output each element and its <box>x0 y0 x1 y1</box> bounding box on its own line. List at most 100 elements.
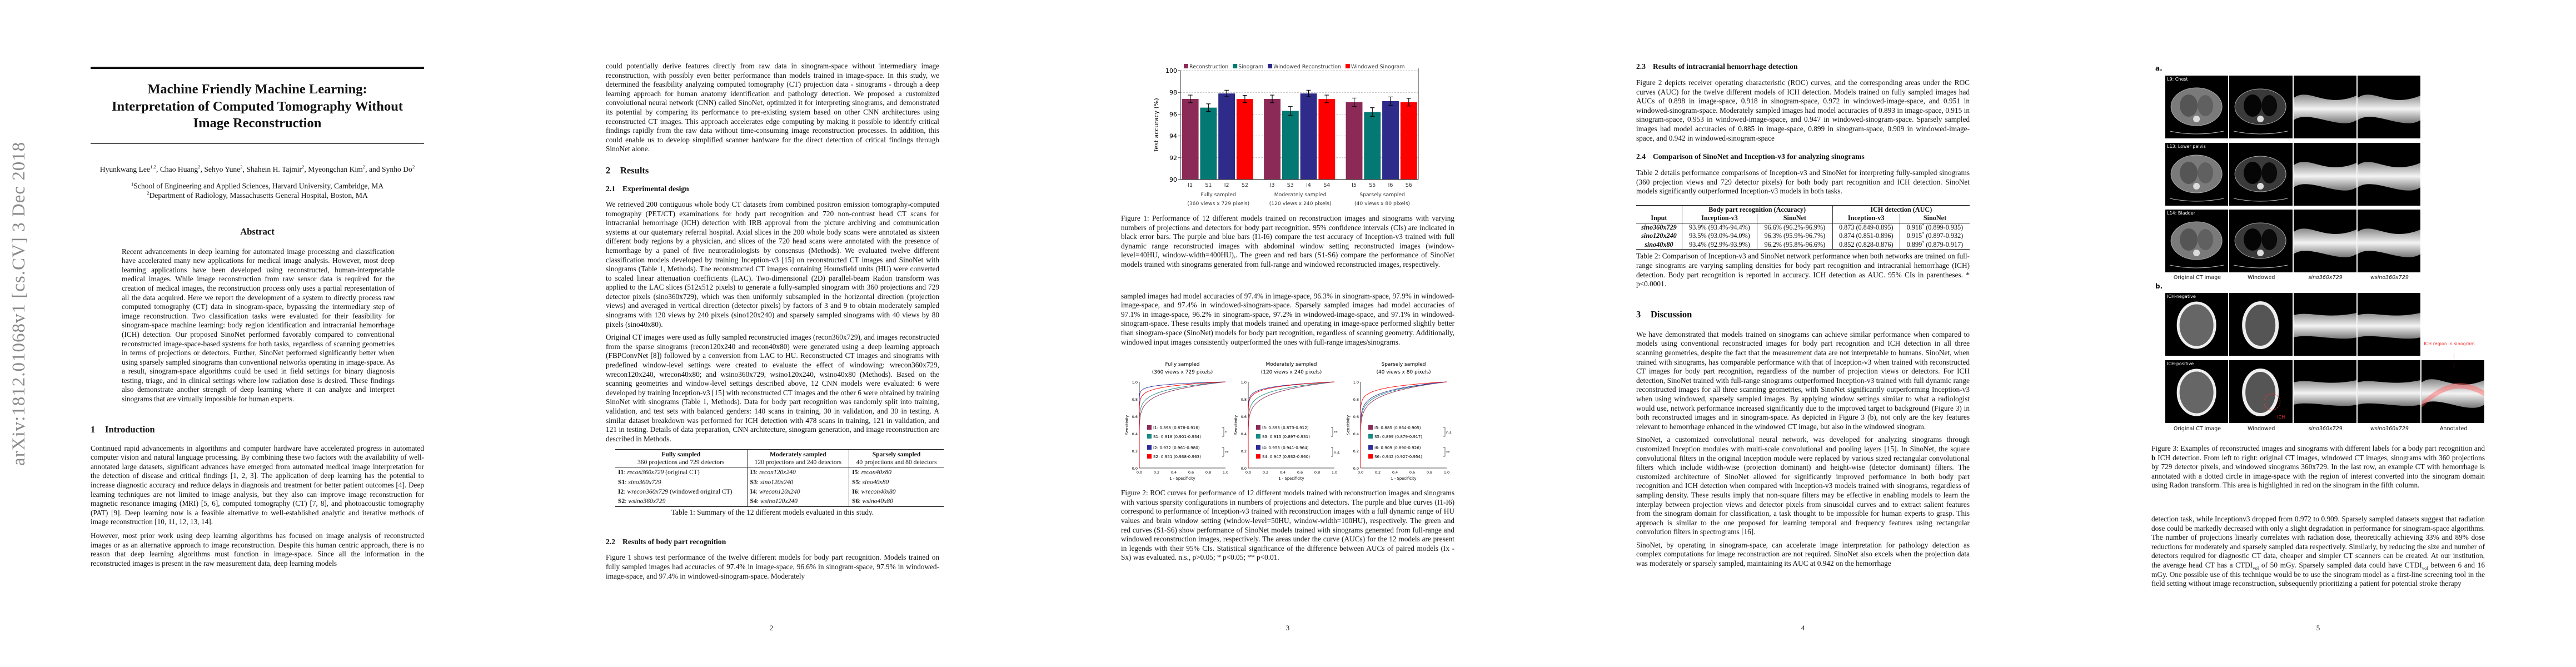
sinogram-image <box>2293 293 2356 356</box>
y-tick-label: 0.8 <box>1241 397 1247 402</box>
y-tick-label: 0.4 <box>1241 432 1247 436</box>
table-header: SinoNet <box>1900 214 1970 223</box>
group-sublabel: (120 views x 240 pixels) <box>1269 201 1332 206</box>
ct-image: L14: Bladder <box>2165 210 2229 272</box>
roc-curve-S6 <box>1360 381 1447 469</box>
y-tick-label: 1.0 <box>1353 380 1359 385</box>
paragraph: We have demonstrated that models trained… <box>1636 330 1970 431</box>
roc-curve-I2 <box>1139 381 1226 469</box>
table-cell: S3: sino120x240 <box>746 477 849 487</box>
y-tick-label: 0.8 <box>1132 397 1138 402</box>
sinogram-image <box>2421 360 2485 423</box>
table-row: sino120x240 93.5% (93.0%-94.0%) 96.3% (9… <box>1636 232 1970 241</box>
significance-label: ** <box>1334 430 1338 435</box>
image-label: L9: Chest <box>2167 77 2188 82</box>
legend-swatch <box>1147 454 1152 459</box>
significance-label: ** <box>1446 450 1450 455</box>
x-tick-label: I3 <box>1270 182 1275 188</box>
table-cell: I3: recon120x240 <box>746 467 849 477</box>
table-cell: S4: wsino120x240 <box>746 496 849 507</box>
subsection-heading: 2.1 Experimental design <box>606 184 689 193</box>
legend-label: I1: 0.898 (0.878-0.916) <box>1153 425 1200 430</box>
legend-label: Reconstruction <box>1189 64 1228 70</box>
y-tick-label: 0.6 <box>1132 415 1138 419</box>
x-tick-label: 1.0 <box>1332 470 1337 475</box>
subsection-heading: 2.3 Results of intracranial hemorrhage de… <box>1636 62 1798 71</box>
group-label: Fully sampled <box>1201 192 1236 198</box>
group-sublabel: (40 views x 80 pixels) <box>1354 201 1410 206</box>
legend-label: S2: 0.951 (0.938-0.963) <box>1153 454 1201 459</box>
author: Shahein H. Tajmir2, <box>246 164 308 173</box>
bar-I6 <box>1382 101 1399 180</box>
paragraph: SinoNet, by operating in sinogram-space,… <box>1636 540 1970 568</box>
page-number: 2 <box>769 624 774 632</box>
column-label: sino360x729 <box>2308 275 2343 281</box>
roc-panel: Moderately sampled (120 views x 240 pixel… <box>1234 362 1341 481</box>
y-tick-label: 0.4 <box>1353 432 1359 436</box>
legend-swatch <box>1256 425 1260 430</box>
table-header: Inception-v3 <box>1681 214 1757 223</box>
page-3: 90 92 94 96 98 100 Test accuracy (%) I1 S1 Fully … <box>1030 0 1546 667</box>
page-5: a. b. L9: Chest L13: Lower pelvis L14: Bla… <box>2061 0 2576 667</box>
significance-label: n.s. <box>1446 430 1453 435</box>
page-4: 2.3 Results of intracranial hemorrhage de… <box>1546 0 2061 667</box>
paragraph: Figure 1 shows test performance of the t… <box>606 553 939 580</box>
figure-2-roc-curves: Fully sampled (360 views x 729 pixels) 0.0… <box>1030 360 1546 485</box>
paragraph: Table 2 details performance comparisons … <box>1636 168 1970 196</box>
x-tick-label: S6 <box>1406 182 1412 188</box>
table-2: Input Body part recognition (Accuracy) I… <box>1636 205 1970 250</box>
legend-label: I3: 0.893 (0.873-0.912) <box>1262 425 1309 430</box>
x-tick-label: S4 <box>1323 182 1330 188</box>
abstract-heading: Abstract <box>240 226 275 237</box>
page-number: 4 <box>1801 624 1805 632</box>
error-bar <box>1242 94 1247 103</box>
ct-image: ICH <box>2229 360 2293 423</box>
sinogram-image <box>2293 360 2356 423</box>
roc-curve-S1 <box>1139 381 1226 469</box>
legend-label: I2: 0.972 (0.961-0.980) <box>1153 445 1200 450</box>
x-tick-label: 0.0 <box>1358 470 1363 475</box>
x-axis-label: 1 - Specificity <box>1391 476 1416 481</box>
title-rule-bottom <box>91 143 424 144</box>
bar-S2 <box>1236 98 1253 180</box>
error-bar <box>1388 96 1393 106</box>
table-row: I1: recon360x729 (original CT) I3: recon1… <box>615 467 944 477</box>
table-header: Moderately sampled 120 projections and 24… <box>746 449 849 468</box>
bar-S3 <box>1282 111 1299 180</box>
significance-bracket <box>1222 447 1224 457</box>
legend-swatch <box>1368 434 1373 439</box>
error-bar <box>1352 97 1357 107</box>
table-row: sino360x729 93.9% (93.4%-94.4%) 96.6% (9… <box>1636 223 1970 232</box>
table-header: Input <box>1636 205 1682 223</box>
paragraph: detection task, while Inceptionv3 droppe… <box>2151 514 2485 588</box>
bar-S4 <box>1318 98 1336 180</box>
legend-label: S3: 0.915 (0.897-0.931) <box>1262 434 1310 439</box>
panel-label-a: a. <box>2155 64 2163 72</box>
legend-label: Windowed Sinogram <box>1351 64 1405 70</box>
roc-curve-I3 <box>1248 381 1335 469</box>
x-tick-label: I5 <box>1352 182 1357 188</box>
paragraph: Original CT images were used as fully sa… <box>606 333 939 443</box>
y-tick-label: 1.0 <box>1241 380 1247 385</box>
x-tick-label: I1 <box>1188 182 1193 188</box>
author: Synho Do2 <box>382 164 415 173</box>
title-rule-top <box>91 67 424 69</box>
roc-curve-S5 <box>1360 381 1447 469</box>
paragraph: However, most prior work using deep lear… <box>91 531 424 568</box>
legend-swatch <box>1256 434 1260 439</box>
figure-3-caption: Figure 3: Examples of reconstructed imag… <box>2151 444 2485 490</box>
table-cell: S6: wsino40x80 <box>849 496 944 507</box>
column-label: Windowed <box>2248 426 2275 432</box>
page-1: arXiv:1812.01068v1 [cs.CV] 3 Dec 2018 Ma… <box>0 0 515 667</box>
page-2: could potentially derive features direct… <box>515 0 1030 667</box>
sinogram-image <box>2357 293 2421 356</box>
page-4-column: 2.3 Results of intracranial hemorrhage de… <box>1636 62 1970 569</box>
paragraph: sampled images had model accuracies of 9… <box>1121 291 1454 346</box>
significance-label: n.s. <box>1334 450 1341 455</box>
x-tick-label: 0.8 <box>1427 470 1432 475</box>
sinogram-image <box>2357 210 2421 272</box>
paragraph: SinoNet, a customized convolutional neur… <box>1636 435 1970 536</box>
author: Chao Huang2, <box>160 164 205 173</box>
y-axis-label: Sensitivity <box>1346 415 1351 435</box>
y-tick-label: 0.8 <box>1353 397 1359 402</box>
